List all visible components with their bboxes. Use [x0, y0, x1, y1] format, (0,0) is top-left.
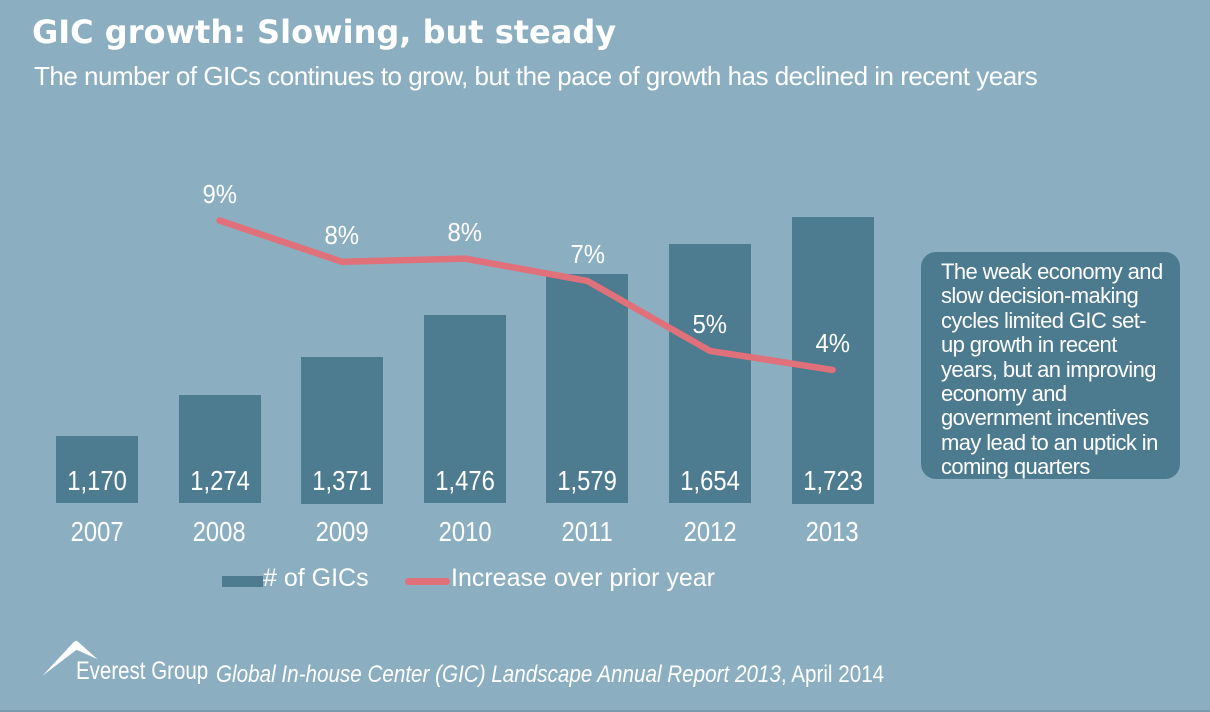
bar-2008 [178, 394, 261, 504]
everest-logo-icon [42, 640, 98, 676]
x-axis-label-2007: 2007 [70, 515, 124, 547]
pct-label-2010: 8% [447, 216, 483, 247]
pct-label-2013: 4% [815, 327, 850, 358]
pct-label-2012: 5% [692, 308, 728, 339]
x-axis-label-2011: 2011 [561, 515, 613, 547]
bar-2009 [301, 356, 384, 504]
bar-2011 [546, 274, 629, 504]
x-axis-label-2013: 2013 [806, 515, 860, 547]
bar-2007 [56, 436, 138, 504]
x-axis-label-2008: 2008 [193, 515, 247, 547]
report-date: , April 2014 [780, 661, 885, 688]
report-line: Global In-house Center (GIC) Landscape A… [216, 663, 884, 687]
x-axis-label-2009: 2009 [315, 515, 369, 547]
page-title: GIC growth: Slowing, but steady [32, 13, 617, 51]
bar-2010 [423, 314, 506, 504]
callout-text: The weak economy and slow decision-makin… [941, 259, 1163, 480]
brand-name: Everest Group [76, 657, 209, 685]
pct-label-2008: 9% [202, 178, 237, 209]
x-axis-label-2012: 2012 [683, 515, 737, 547]
callout-box: The weak economy and slow decision-makin… [921, 252, 1180, 479]
x-axis-label-2010: 2010 [438, 515, 492, 547]
bar-value-label-2010: 1,476 [435, 464, 495, 496]
pct-label-2011: 7% [570, 238, 605, 269]
report-title: Global In-house Center (GIC) Landscape A… [216, 661, 781, 688]
bar-value-label-2007: 1,170 [67, 464, 127, 496]
bottom-edge [0, 710, 1210, 712]
bar-value-label-2012: 1,654 [680, 464, 740, 496]
pct-label-2009: 8% [324, 219, 360, 250]
bar-value-label-2011: 1,579 [557, 464, 618, 496]
bar-2013 [791, 217, 874, 504]
bar-value-label-2008: 1,274 [189, 464, 250, 496]
bar-2012 [669, 244, 751, 504]
trend-polyline [216, 217, 836, 374]
bar-value-label-2013: 1,723 [802, 464, 863, 496]
page-subtitle: The number of GICs continues to grow, bu… [34, 61, 1038, 91]
bar-value-label-2009: 1,371 [312, 464, 372, 496]
